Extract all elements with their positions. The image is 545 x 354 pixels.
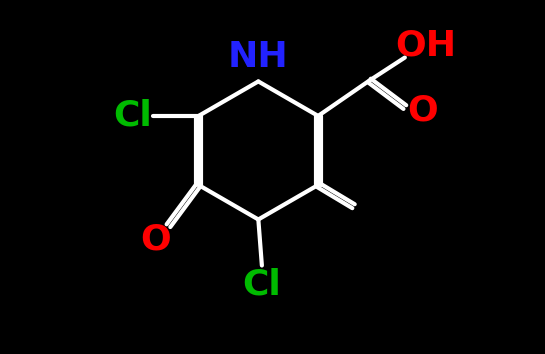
Text: Cl: Cl [243,268,281,302]
Text: O: O [141,223,172,257]
Text: O: O [407,93,438,128]
Text: Cl: Cl [114,99,153,133]
Text: NH: NH [228,40,289,74]
Text: OH: OH [396,28,457,62]
